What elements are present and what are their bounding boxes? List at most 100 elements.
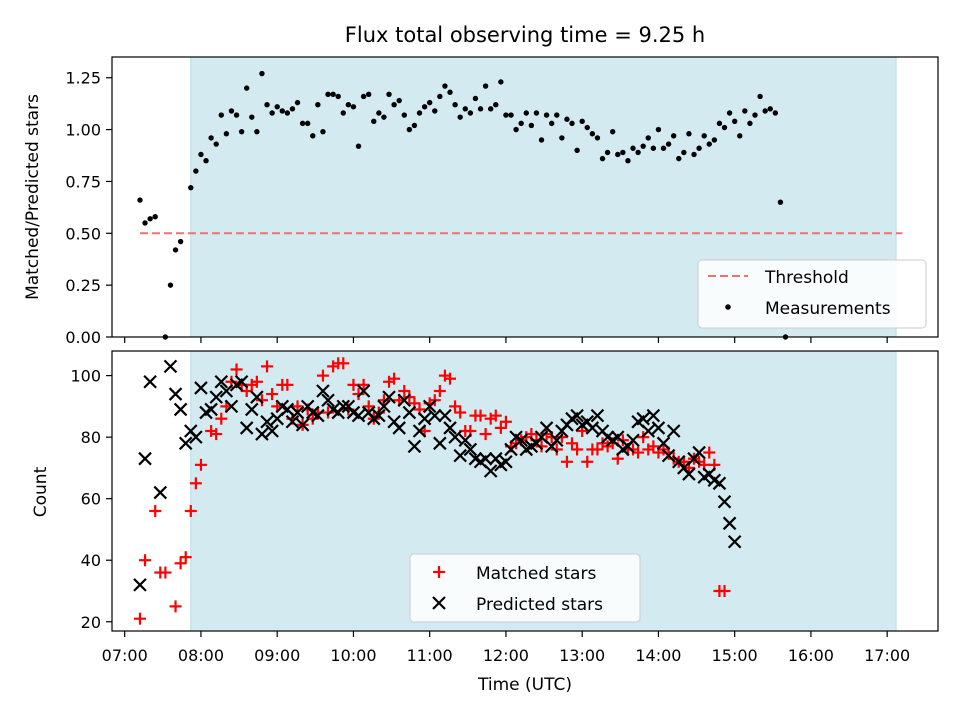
matched-star-point (139, 554, 152, 567)
measurement-point (676, 155, 682, 162)
measurement-point (518, 120, 524, 127)
top-y-tick-label: 0.50 (65, 224, 101, 243)
measurement-point (223, 131, 230, 137)
top-y-axis-label: Matched/Predicted stars (23, 94, 43, 300)
legend-predicted-swatch (432, 596, 446, 610)
matched-star-point (454, 406, 467, 419)
top-x-ticks (124, 337, 888, 343)
measurement-point (737, 133, 743, 139)
predicted-star-point (549, 433, 564, 448)
predicted-star-point (407, 439, 422, 454)
predicted-star-point (463, 442, 478, 457)
measurement-point (137, 197, 143, 203)
predicted-star-point (570, 408, 584, 423)
predicted-star-point (427, 408, 442, 423)
predicted-star-point (666, 424, 681, 438)
measurement-point (477, 106, 484, 112)
predicted-star-point (392, 421, 406, 435)
measurement-point (371, 118, 377, 124)
top-panel: 0.00 0.25 0.50 0.75 1.00 1.25 Matched/Predict… (23, 56, 939, 347)
chart-title: Flux total observing time = 9.25 h (345, 23, 705, 47)
predicted-star-point (316, 384, 330, 398)
matched-star-point (449, 400, 462, 413)
measurement-point (167, 282, 174, 288)
measurement-point (172, 247, 179, 253)
predicted-star-point (458, 433, 473, 448)
measurement-point (203, 158, 209, 164)
measurement-point (554, 112, 560, 118)
matched-star-point (133, 612, 146, 625)
measurement-point (472, 95, 479, 102)
x-tick-label: 09:00 (254, 646, 300, 665)
measurement-point (559, 135, 565, 141)
measurement-point (457, 114, 463, 120)
matched-star-point (555, 431, 568, 444)
predicted-star-point (727, 534, 742, 549)
matched-star-point (230, 363, 243, 376)
measurement-point (345, 102, 352, 108)
measurement-point (432, 108, 438, 114)
measurement-point (147, 216, 153, 222)
top-plot-frame (111, 56, 939, 338)
matched-star-point (291, 400, 304, 413)
top-legend: Threshold Measurements (697, 259, 927, 329)
predicted-star-point (585, 421, 600, 435)
predicted-star-point (290, 405, 305, 420)
measurement-point (650, 145, 657, 151)
measurement-point (447, 89, 453, 95)
matched-star-point (362, 400, 375, 413)
measurement-point (381, 114, 387, 120)
measurement-point (630, 145, 636, 151)
measurement-point (244, 85, 250, 91)
predicted-star-point (280, 402, 295, 417)
measurement-point (564, 116, 570, 122)
measurement-point (726, 110, 733, 116)
matched-star-point (184, 505, 197, 517)
predicted-star-point (590, 408, 605, 423)
measurement-point (376, 110, 382, 116)
measurement-point (716, 120, 723, 127)
x-axis-label: Time (UTC) (477, 675, 572, 695)
matched-star-point (169, 600, 182, 613)
matched-star-point (398, 385, 411, 397)
measurement-point (304, 120, 311, 127)
matched-star-point (316, 369, 329, 382)
measurement-point (609, 128, 616, 135)
measurement-point (757, 93, 763, 100)
measurement-point (482, 83, 489, 89)
matched-star-point (159, 566, 172, 579)
top-y-tick-label: 1.25 (65, 69, 101, 88)
matched-star-point (535, 440, 548, 453)
measurement-point (228, 108, 235, 114)
predicted-star-point (245, 402, 259, 417)
predicted-star-point (321, 393, 335, 408)
measurement-point (279, 108, 285, 114)
predicted-star-point (377, 399, 391, 414)
predicted-star-point (397, 393, 412, 408)
predicted-star-point (311, 408, 325, 423)
predicted-star-point (478, 451, 493, 466)
measurement-point (198, 151, 204, 158)
measurement-point (528, 122, 535, 129)
predicted-star-point (204, 402, 218, 417)
x-tick-label: 16:00 (788, 646, 834, 665)
measurement-point (640, 143, 646, 149)
measurement-point (249, 114, 255, 120)
measurement-point (289, 106, 296, 112)
measurement-point (274, 104, 280, 110)
measurement-point (742, 108, 748, 114)
measurement-point (238, 128, 245, 135)
measurement-point (701, 133, 707, 139)
x-tick-label: 07:00 (102, 646, 148, 665)
predicted-star-point (214, 374, 229, 389)
predicted-stars-points (133, 359, 742, 592)
measurement-point (635, 149, 641, 156)
matched-star-point (215, 412, 228, 425)
measurement-point (452, 102, 458, 108)
measurement-point (264, 102, 270, 108)
measurement-point (681, 149, 687, 156)
legend-threshold-label: Threshold (764, 268, 849, 288)
measurement-point (665, 141, 672, 147)
measurement-point (589, 131, 596, 137)
measurement-point (188, 184, 194, 191)
